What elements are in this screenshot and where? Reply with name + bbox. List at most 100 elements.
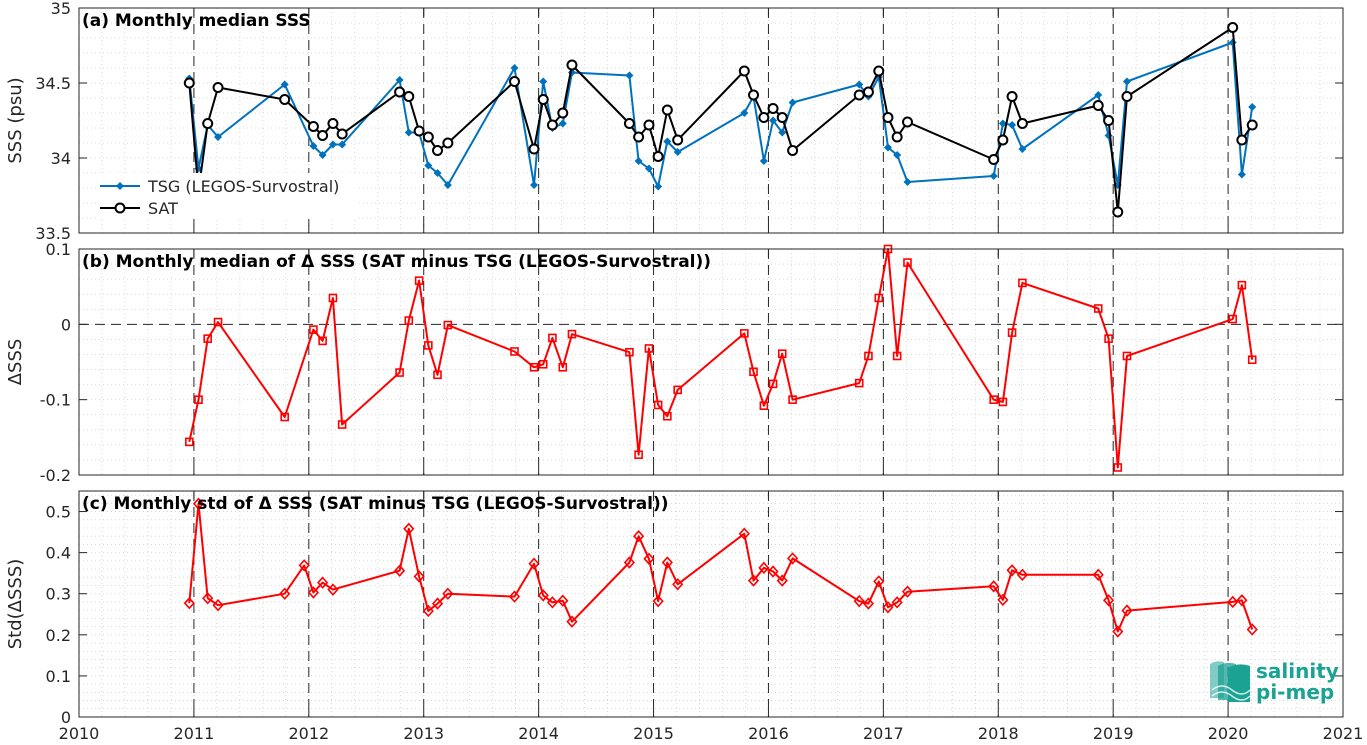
data-point — [567, 329, 577, 339]
x-tick-label: 2021 — [1323, 724, 1364, 743]
panel-c-x-ticks: 2010 2011 2012 2013 2014 2015 2016 2017 2018 2019… — [59, 491, 1364, 743]
y-tick-label: 0.5 — [46, 503, 71, 522]
panel-c-title: (c) Monthly std of Δ SSS (SAT minus TSG … — [82, 494, 669, 514]
panel-c-y-axis-label: Std(ΔSSS) — [5, 559, 26, 650]
y-tick-label: 0 — [61, 315, 71, 334]
data-point — [903, 178, 912, 186]
data-point — [892, 351, 902, 361]
data-point — [654, 182, 663, 191]
data-point — [1122, 77, 1131, 86]
y-tick-label: 0.1 — [46, 667, 71, 686]
x-tick-label: 2017 — [863, 724, 904, 743]
data-point — [1237, 170, 1246, 179]
data-point — [424, 161, 433, 170]
data-point — [997, 134, 1009, 146]
data-point — [1092, 100, 1104, 111]
data-point — [566, 615, 578, 628]
data-point — [202, 592, 214, 605]
panel-b-grid — [78, 248, 1344, 476]
data-point — [663, 137, 672, 146]
data-point — [661, 556, 673, 569]
panel-b-frame — [78, 248, 1344, 476]
panel-c-std-delta-sss: 00.10.20.30.40.5 2010 2011 2012 2013 2014 201… — [5, 490, 1364, 743]
data-point — [1093, 304, 1103, 313]
data-point — [530, 181, 539, 189]
data-point — [903, 258, 912, 267]
data-point — [557, 594, 569, 607]
panel-c-y-ticks: 0 0.1 0.2 0.3 0.4 0.5 — [46, 503, 1343, 727]
data-point — [192, 497, 205, 510]
data-point — [853, 89, 865, 101]
data-point — [769, 116, 778, 125]
data-point — [864, 351, 873, 361]
data-point — [1092, 568, 1104, 582]
data-point — [787, 552, 799, 565]
data-point — [558, 119, 567, 128]
data-point — [203, 334, 212, 343]
data-point — [749, 367, 758, 377]
data-point — [1094, 91, 1103, 99]
data-point — [422, 131, 434, 143]
x-tick-label: 2011 — [174, 724, 215, 743]
panel-a-y-ticks: 33.5 34 34.5 35 — [35, 0, 1343, 243]
y-tick-label: 0.2 — [46, 626, 71, 645]
data-point — [776, 574, 788, 587]
data-point — [510, 64, 519, 72]
data-point — [634, 450, 643, 459]
data-point — [788, 98, 797, 107]
data-point — [644, 164, 653, 173]
data-point — [998, 397, 1008, 407]
y-tick-label: 35 — [51, 0, 71, 18]
data-point — [1112, 206, 1124, 218]
data-point — [1007, 328, 1017, 337]
data-point — [672, 134, 684, 146]
data-point — [510, 347, 519, 356]
panel-b-y-axis-label: ΔSSS — [5, 339, 26, 386]
data-point — [1246, 119, 1258, 131]
data-point — [873, 575, 885, 588]
data-point — [901, 585, 914, 598]
data-point — [738, 527, 750, 540]
data-point — [307, 121, 319, 132]
legend-tsg-marker — [116, 182, 124, 190]
data-point — [194, 395, 203, 404]
data-point — [509, 76, 521, 87]
data-point — [338, 140, 347, 149]
logo-text-line2: pi-mep — [1256, 680, 1334, 704]
data-point — [1103, 115, 1115, 126]
data-point — [663, 411, 672, 421]
series-line-1 — [188, 26, 1254, 213]
data-point — [404, 128, 413, 137]
data-point — [633, 131, 645, 143]
data-point — [403, 91, 415, 102]
data-point — [788, 395, 797, 404]
data-point — [643, 552, 655, 565]
data-point — [748, 89, 760, 101]
data-point — [298, 559, 310, 572]
data-point — [212, 82, 224, 93]
panel-b-title: (b) Monthly median of Δ SSS (SAT minus T… — [82, 252, 711, 272]
panel-b-year-lines — [78, 249, 1344, 475]
data-point — [280, 412, 289, 422]
data-point — [414, 276, 424, 285]
data-point — [1006, 564, 1018, 577]
data-point — [768, 379, 778, 389]
data-point — [280, 80, 289, 89]
data-point — [740, 109, 749, 117]
data-point — [1006, 91, 1018, 102]
data-point — [862, 597, 875, 610]
data-point — [395, 76, 404, 84]
panel-a-legend: TSG (LEGOS-Survostral) SAT — [96, 173, 358, 219]
data-point — [787, 145, 799, 156]
data-point — [279, 94, 291, 105]
data-point — [202, 118, 214, 129]
data-point — [778, 128, 787, 137]
data-point — [633, 530, 645, 543]
data-point — [1237, 280, 1247, 290]
panel-a-sss: 33.5 34 34.5 35 (a) Monthly median SSS SSS … — [5, 0, 1344, 243]
data-point — [855, 80, 864, 89]
panel-a-frame — [78, 7, 1344, 234]
data-point — [625, 347, 634, 357]
data-point — [443, 181, 452, 189]
